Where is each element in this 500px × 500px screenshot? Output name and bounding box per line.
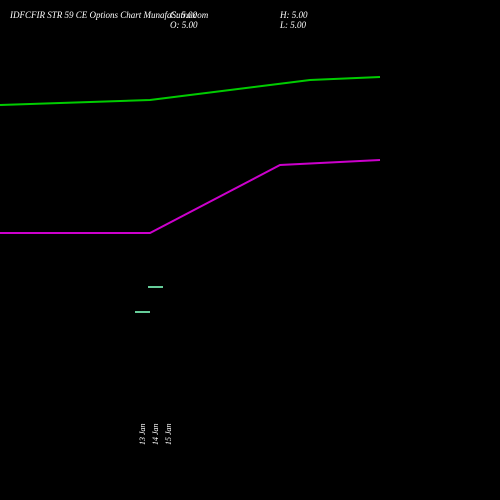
green-series-line [0, 77, 380, 105]
price-chart [0, 0, 500, 500]
x-label-2: 15 Jan [164, 423, 173, 445]
x-label-0: 13 Jan [138, 423, 147, 445]
magenta-series-line [0, 160, 380, 233]
x-label-1: 14 Jan [151, 423, 160, 445]
